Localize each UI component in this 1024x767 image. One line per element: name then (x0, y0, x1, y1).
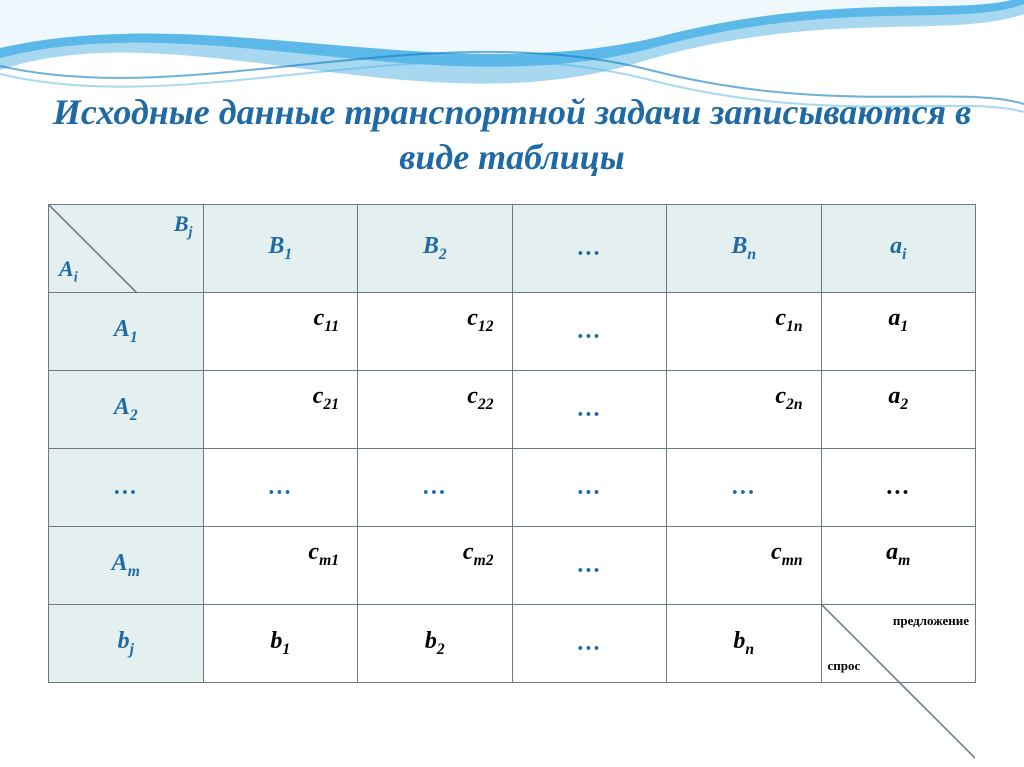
supply-label: предложение (893, 613, 969, 629)
cell-dots: … (512, 371, 667, 449)
cell-c11: c11 (203, 293, 358, 371)
cell-cm2: cm2 (358, 527, 513, 605)
col-header-ai: ai (821, 205, 976, 293)
table-row: Am cm1 cm2 … cmn am (49, 527, 976, 605)
corner-diagonal-cell: Bj Ai (49, 205, 204, 293)
slide-content: Исходные данные транспортной задачи запи… (0, 0, 1024, 683)
corner-bottom-label: Ai (59, 256, 78, 286)
col-header-dots: … (512, 205, 667, 293)
cell-c21: c21 (203, 371, 358, 449)
corner-top-label: Bj (174, 211, 193, 241)
cell-a2: a2 (821, 371, 976, 449)
demand-label: спрос (828, 658, 861, 674)
cell-dots: … (512, 527, 667, 605)
cell-cmn: cmn (667, 527, 822, 605)
cell-dots: … (203, 449, 358, 527)
cell-dots: … (512, 449, 667, 527)
cell-dots: … (512, 293, 667, 371)
table-row: A2 c21 c22 … c2n a2 (49, 371, 976, 449)
cell-dots: … (667, 449, 822, 527)
table-row-bj: bj b1 b2 … bn предложение спрос (49, 605, 976, 683)
slide-title: Исходные данные транспортной задачи запи… (40, 90, 984, 180)
cell-c1n: c1n (667, 293, 822, 371)
table-header-row: Bj Ai B1 B2 … Bn ai (49, 205, 976, 293)
cell-b1: b1 (203, 605, 358, 683)
row-header-a1: A1 (49, 293, 204, 371)
cell-dots: … (512, 605, 667, 683)
col-header-b1: B1 (203, 205, 358, 293)
row-header-a2: A2 (49, 371, 204, 449)
cell-bn: bn (667, 605, 822, 683)
col-header-b2: B2 (358, 205, 513, 293)
transport-table-container: Bj Ai B1 B2 … Bn ai A1 c11 c12 … c1n a1 … (48, 204, 976, 683)
row-header-bj: bj (49, 605, 204, 683)
cell-cm1: cm1 (203, 527, 358, 605)
supply-demand-cell: предложение спрос (821, 605, 976, 683)
cell-dots: … (358, 449, 513, 527)
table-row: A1 c11 c12 … c1n a1 (49, 293, 976, 371)
cell-am: am (821, 527, 976, 605)
col-header-bn: Bn (667, 205, 822, 293)
cell-c22: c22 (358, 371, 513, 449)
cell-b2: b2 (358, 605, 513, 683)
cell-c2n: c2n (667, 371, 822, 449)
transport-table: Bj Ai B1 B2 … Bn ai A1 c11 c12 … c1n a1 … (48, 204, 976, 683)
cell-a1: a1 (821, 293, 976, 371)
row-header-dots: … (49, 449, 204, 527)
row-header-am: Am (49, 527, 204, 605)
cell-dots: … (821, 449, 976, 527)
cell-c12: c12 (358, 293, 513, 371)
table-row-dots: … … … … … … (49, 449, 976, 527)
